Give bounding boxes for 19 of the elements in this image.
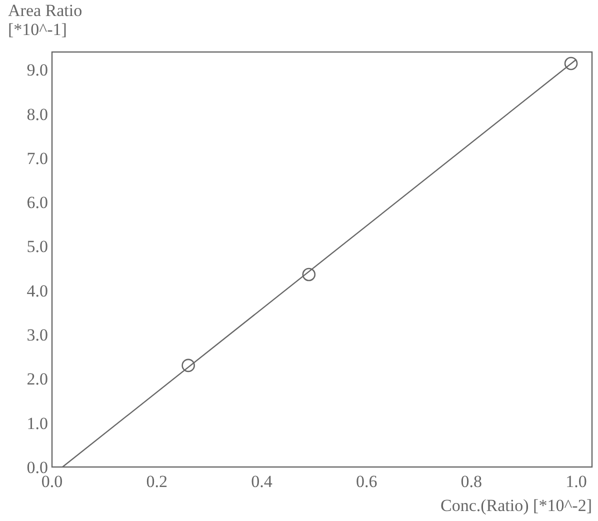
point (182, 358, 195, 372)
y-tick-label: 2.0 (26, 370, 48, 389)
y-axis-title: Area Ratio [*10^-1] (8, 1, 82, 39)
y-tick-label: 5.0 (26, 237, 48, 256)
y-tick-label: 3.0 (26, 326, 48, 345)
x-tick-label: 0.8 (460, 472, 482, 491)
point (302, 268, 316, 282)
point (564, 56, 578, 70)
y-tick-label: 9.0 (26, 60, 48, 80)
x-tick-label: 0.4 (251, 472, 273, 491)
y-tick-label: 7.0 (26, 148, 48, 168)
x-tick-label: 1.0 (566, 472, 587, 491)
y-tick-label: 1.0 (26, 414, 48, 433)
y-tick-label: 4.0 (26, 281, 48, 300)
y-tick-label: 8.0 (26, 104, 48, 124)
x-tick-label: 0.2 (146, 472, 168, 491)
x-axis-title: Conc.(Ratio) [*10^-2] (440, 496, 592, 515)
y-tick-label: 6.0 (26, 193, 48, 212)
x-tick-label: 0.6 (356, 472, 378, 491)
